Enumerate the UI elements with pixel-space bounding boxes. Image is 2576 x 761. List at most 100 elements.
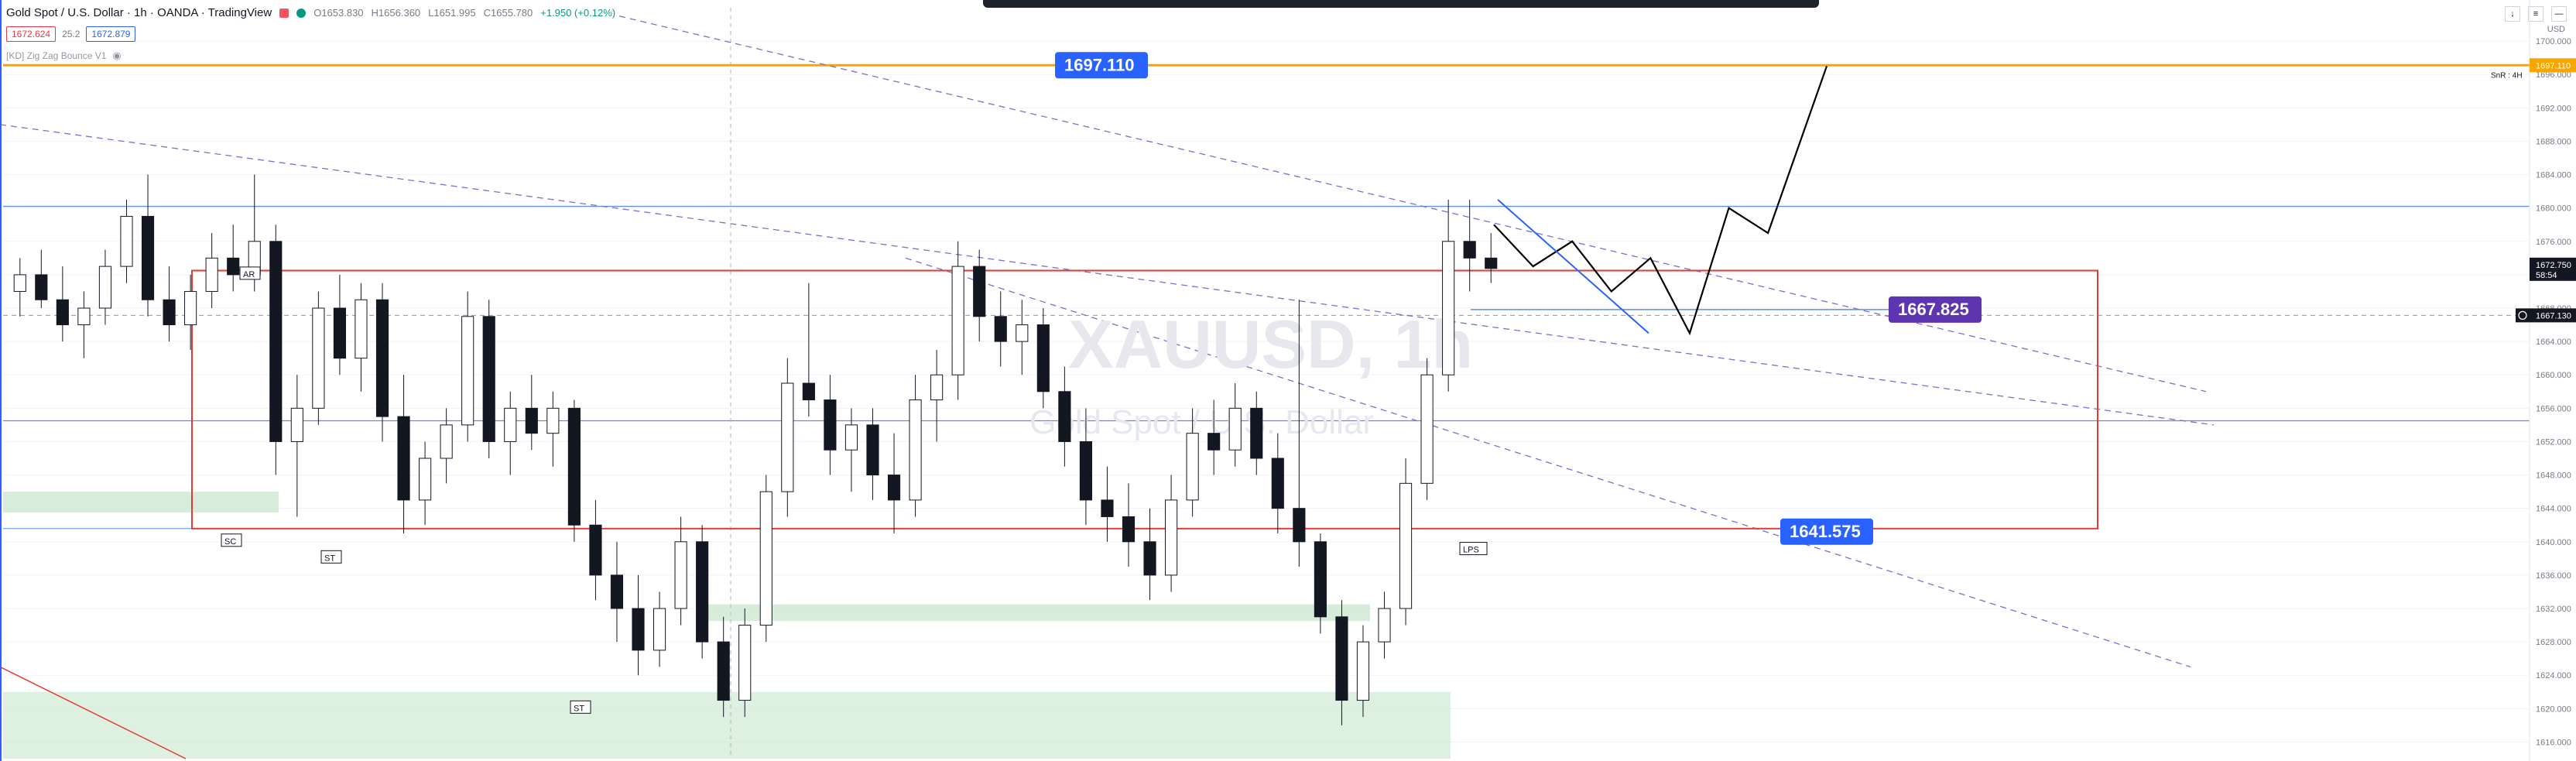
price-tick-label: 1640.000 <box>2536 538 2571 547</box>
price-tick-label: 1616.000 <box>2536 738 2571 747</box>
sell-button[interactable]: 1672.624 <box>6 26 57 42</box>
candle-body <box>802 382 815 401</box>
annotation-box <box>570 700 591 714</box>
countdown-label: 58:54 <box>2536 271 2557 280</box>
indicator-legend: [KD] Zig Zag Bounce V1 ◉ <box>6 50 122 62</box>
candle-body <box>973 266 986 317</box>
candle-body <box>781 382 794 492</box>
candle-body <box>419 458 432 501</box>
chart-header: Gold Spot / U.S. Dollar · 1h · OANDA · T… <box>6 6 615 19</box>
drawing-toolbar[interactable] <box>983 0 1819 8</box>
price-tick-label: 1636.000 <box>2536 571 2571 581</box>
price-tick-label: 1632.000 <box>2536 605 2571 614</box>
candle-body <box>887 475 901 501</box>
candle-body <box>120 215 133 267</box>
candle-body <box>461 316 474 426</box>
wyckoff-label: ST <box>324 554 335 563</box>
price-tick-label: 1676.000 <box>2536 238 2571 247</box>
eye-icon[interactable]: ◉ <box>112 50 122 61</box>
right-toolbar: ↓ ≡ — <box>2505 6 2567 22</box>
candle-body <box>1485 257 1498 269</box>
candle-body <box>1271 458 1284 509</box>
price-tick-label: 1624.000 <box>2536 671 2571 680</box>
candle-body <box>269 241 283 442</box>
resistance-axis-label: 1697.110 <box>2536 61 2571 70</box>
candle-body <box>77 307 91 326</box>
wyckoff-label: ST <box>574 704 584 713</box>
candle-body <box>844 424 858 451</box>
last-price-axis-bg <box>2530 257 2576 281</box>
candle-body <box>184 290 197 326</box>
candle-body <box>909 399 922 501</box>
price-tick-label: 1692.000 <box>2536 104 2571 113</box>
menu-icon[interactable]: ≡ <box>2528 6 2543 22</box>
candle-body <box>56 299 69 326</box>
candle-body <box>1036 324 1050 392</box>
candle-body <box>866 424 879 476</box>
market-status-icon <box>296 8 307 18</box>
demand-zone <box>3 492 279 513</box>
price-tick-label: 1700.000 <box>2536 37 2571 46</box>
candle-body <box>610 574 624 609</box>
candle-body <box>1186 433 1199 501</box>
resistance-badge-bg <box>1055 52 1148 79</box>
candle-body <box>759 491 772 626</box>
candle-body <box>227 257 240 276</box>
ohlc-low: L1651.995 <box>428 7 476 19</box>
price-axis <box>2530 0 2576 761</box>
projection-trendline <box>1497 199 1649 334</box>
candle-body <box>1420 374 1434 484</box>
price-tick-label: 1628.000 <box>2536 638 2571 647</box>
wyckoff-label: LPS <box>1463 546 1479 555</box>
trendline-dashed <box>905 257 2191 668</box>
candle-body <box>1314 541 1327 618</box>
candle-body <box>163 299 176 326</box>
candle-body <box>1208 433 1221 451</box>
candle-body <box>1016 324 1029 342</box>
price-tick-label: 1620.000 <box>2536 704 2571 714</box>
candle-body <box>1101 499 1114 517</box>
flag-icon[interactable] <box>279 8 289 18</box>
candle-body <box>1356 641 1370 701</box>
ohlc-open: O1653.830 <box>313 7 364 19</box>
candle-body <box>482 316 495 442</box>
candle-body <box>355 299 368 359</box>
candle-body <box>1293 508 1306 543</box>
candle-body <box>951 266 964 375</box>
minimize-icon[interactable]: — <box>2551 6 2567 22</box>
price-tick-label: 1664.000 <box>2536 338 2571 347</box>
candle-body <box>589 524 602 576</box>
indicator-name[interactable]: [KD] Zig Zag Bounce V1 <box>6 50 107 61</box>
dashed-price-label: 1667.130 <box>2536 311 2571 321</box>
buy-button[interactable]: 1672.879 <box>86 26 136 42</box>
projection-path <box>1493 66 1828 336</box>
range-bottom-badge: 1641.575 <box>1790 522 1861 541</box>
watermark-symbol: XAUUSD, 1h <box>1068 306 1473 382</box>
candle-body <box>674 541 687 609</box>
symbol-title[interactable]: Gold Spot / U.S. Dollar · 1h · OANDA · T… <box>6 6 272 19</box>
candle-body <box>1250 407 1263 459</box>
resistance-badge: 1697.110 <box>1064 55 1135 74</box>
resistance-note: SnR : 4H <box>2491 71 2523 80</box>
watermark-name: Gold Spot / U.S. Dollar <box>1029 403 1374 441</box>
candle-body <box>1228 407 1242 451</box>
price-tick-label: 1684.000 <box>2536 171 2571 180</box>
price-tick-label: 1680.000 <box>2536 204 2571 214</box>
candle-body <box>1378 608 1391 643</box>
range-box <box>191 269 2098 530</box>
arrow-down-icon[interactable]: ↓ <box>2505 6 2520 22</box>
candle-body <box>738 625 752 701</box>
wyckoff-label: SC <box>224 537 236 547</box>
price-tick-label: 1644.000 <box>2536 505 2571 514</box>
candle-body <box>35 274 48 300</box>
candle-body <box>994 316 1007 342</box>
resistance-axis-bg <box>2530 58 2576 73</box>
trendline-dashed <box>618 15 2207 392</box>
annotation-box <box>221 533 242 547</box>
mid-level-badge: 1667.825 <box>1898 300 1969 319</box>
candle-body <box>290 407 303 442</box>
spread-value: 25.2 <box>62 29 80 39</box>
candle-body <box>375 299 389 417</box>
